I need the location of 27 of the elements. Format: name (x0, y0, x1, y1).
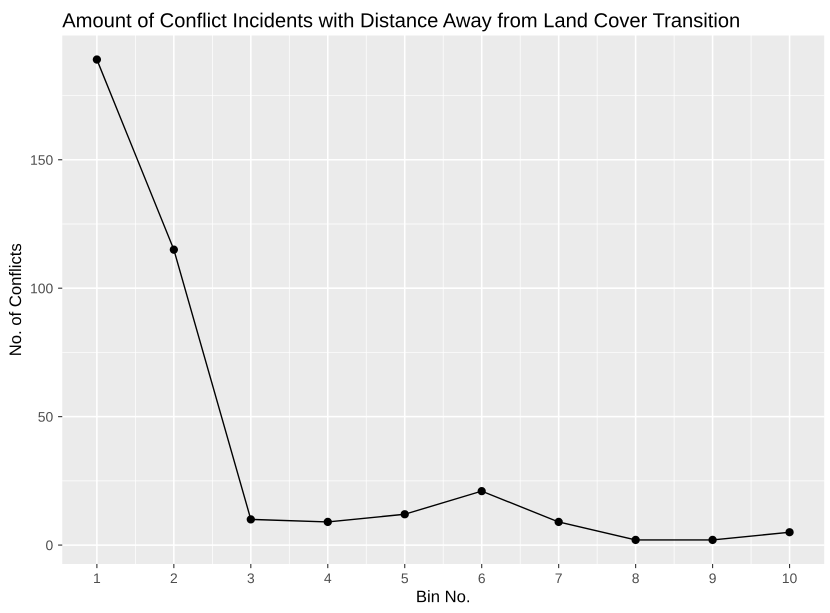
x-tick-label: 2 (170, 573, 178, 584)
x-tick-label: 7 (556, 574, 562, 584)
chart-title: Amount of Conflict Incidents with Distance Away from Land Cover Transition (62, 12, 739, 32)
point (708, 536, 717, 544)
y-tick-label: 150 (31, 155, 53, 165)
y-axis-title: No. of Conflicts (8, 244, 22, 355)
x-tick-label: 9 (709, 573, 716, 584)
x-tick-label: 4 (324, 574, 332, 584)
point (324, 518, 332, 526)
point (170, 246, 178, 254)
point (478, 486, 486, 496)
x-tick-label: 5 (401, 574, 408, 584)
x-tick-label: 1 (94, 574, 100, 584)
y-tick-label: 100 (31, 284, 53, 294)
point (246, 515, 255, 524)
x-tick-label: 10 (782, 573, 797, 584)
point (785, 528, 794, 536)
point (631, 536, 640, 544)
point (554, 518, 563, 526)
y-tick-label: 0 (46, 540, 53, 550)
y-tick-label: 50 (38, 412, 53, 422)
x-tick-label: 6 (478, 573, 485, 584)
point (92, 55, 102, 64)
x-tick-label: 3 (247, 573, 254, 584)
x-axis-title: Bin No. (417, 590, 470, 602)
point (400, 510, 409, 518)
x-tick-label: 8 (632, 573, 639, 584)
